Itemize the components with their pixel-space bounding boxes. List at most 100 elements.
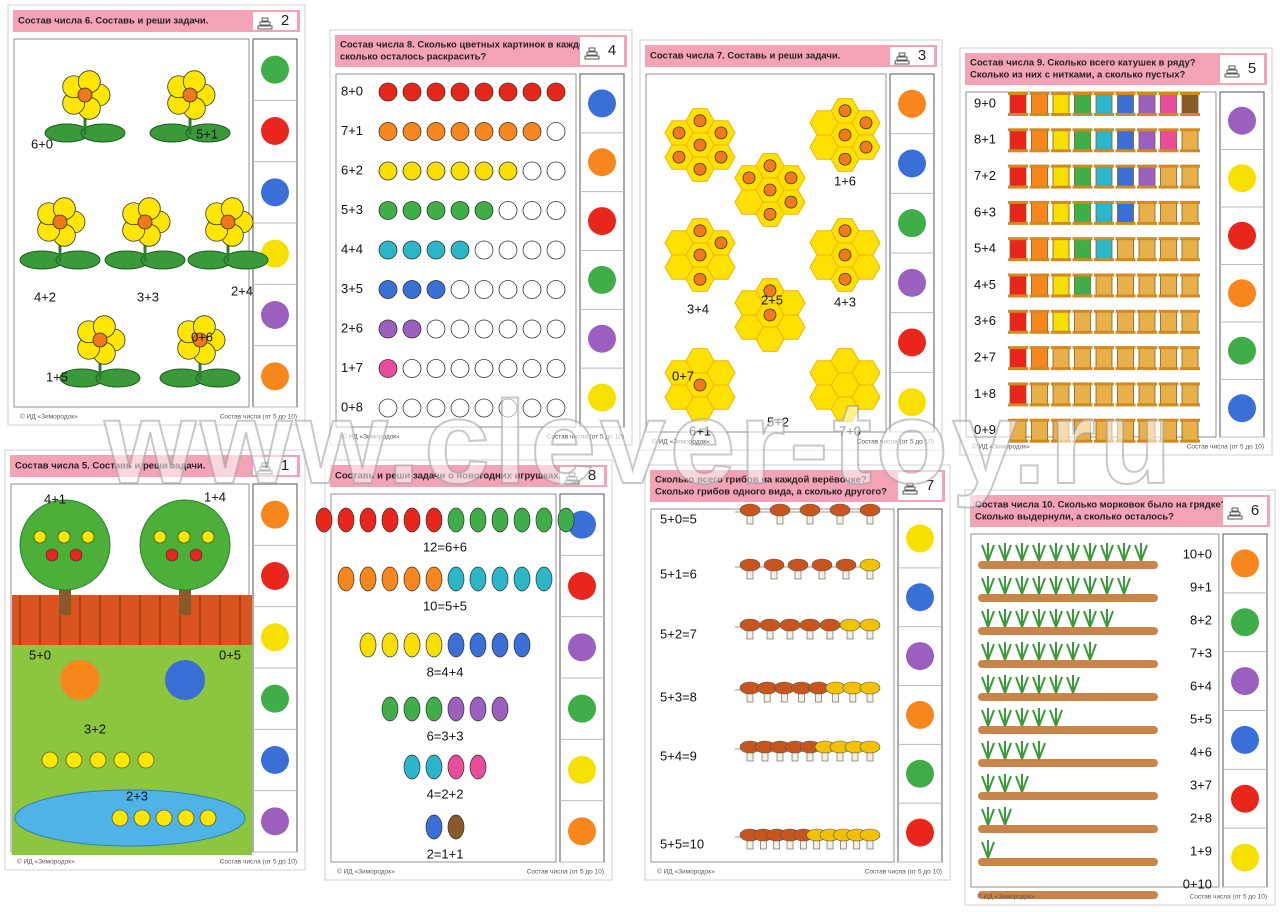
spool-end [1115, 418, 1136, 422]
bee [838, 272, 852, 286]
spool-end [1008, 258, 1028, 262]
ornament [469, 566, 487, 592]
carrot-top [1066, 576, 1080, 595]
spool-end [1072, 258, 1093, 262]
spool-end [1180, 149, 1200, 153]
expression: 3+2 [84, 721, 106, 736]
spool-end [1094, 309, 1114, 313]
expression: 6+3 [974, 204, 996, 219]
bee [838, 152, 852, 166]
expression: 5+5=10 [660, 836, 704, 851]
footer-left: © ИД «Зимородок» [17, 858, 75, 866]
duckling [65, 751, 83, 769]
picture [498, 240, 518, 260]
spool-end [1029, 367, 1050, 371]
card-title: Состав числа 5. Составь и реши задачи. [15, 461, 205, 472]
spool-end [1008, 185, 1028, 189]
ornament [425, 566, 443, 592]
expression: 8+0 [341, 83, 363, 98]
spool-end [1051, 309, 1071, 313]
carrot-top [1049, 642, 1063, 661]
expression: 5+5 [1190, 711, 1212, 726]
bee [693, 162, 707, 176]
leaf [195, 368, 241, 388]
picture [522, 319, 542, 339]
spool [1095, 274, 1113, 297]
number-box [560, 467, 604, 485]
pyramid-ring [1229, 511, 1241, 516]
picture [498, 280, 518, 299]
flower-center [220, 214, 236, 230]
mushroom-cap [799, 618, 821, 632]
carrot-top [1083, 642, 1097, 661]
pyramid-ring [261, 17, 269, 22]
spool-end [1115, 382, 1136, 386]
spool-end [1072, 113, 1093, 116]
carrot-top [981, 741, 995, 760]
picture [450, 359, 470, 378]
spool-end [1094, 382, 1114, 386]
carrot-top [998, 774, 1012, 793]
carrot-top [1032, 708, 1046, 727]
ornament [447, 754, 465, 780]
color-circle [1231, 549, 1259, 578]
number-box [890, 47, 934, 65]
carrot-top [1032, 642, 1046, 661]
spool-end [1029, 237, 1050, 241]
spool [1181, 92, 1199, 116]
mushroom-cap [859, 740, 881, 754]
carrot-top [1117, 576, 1131, 595]
spool [1031, 237, 1048, 261]
spool-end [1051, 113, 1071, 116]
carrot-top [981, 774, 995, 793]
color-circle [588, 265, 616, 294]
bee [763, 183, 777, 197]
expression: 0+9 [974, 422, 996, 437]
spool-end [1180, 294, 1200, 298]
color-circle [588, 324, 616, 353]
bee [742, 171, 756, 185]
pyramid-ring [1224, 73, 1240, 78]
spool-end [1072, 273, 1093, 277]
pyramid-ring [566, 476, 578, 481]
footer-right: Состав числа (от 5 до 10) [220, 414, 297, 421]
color-circle [568, 510, 596, 539]
picture [546, 280, 566, 299]
card-header [330, 465, 607, 487]
ornament [469, 696, 487, 722]
expression: 2+3 [126, 788, 148, 803]
flower-center [77, 87, 93, 103]
picture [426, 122, 446, 141]
pond [14, 789, 246, 847]
spool [1138, 165, 1156, 189]
honeycomb-cell [851, 384, 881, 410]
bee [693, 378, 707, 392]
spool-end [1072, 382, 1093, 386]
card-number: 7 [926, 477, 934, 494]
spool-end [1008, 418, 1028, 422]
ornament [513, 632, 531, 658]
spool [1117, 237, 1134, 261]
mushroom-cap [859, 828, 881, 842]
carrot-top [981, 675, 995, 694]
picture [474, 201, 494, 220]
number-box [1220, 55, 1264, 83]
spool-end [1115, 128, 1136, 132]
spool [1181, 382, 1199, 406]
spool-end [1072, 128, 1093, 132]
honeycomb-cell [809, 384, 839, 410]
bee [763, 207, 777, 221]
ornament [359, 632, 377, 658]
mushroom-cap [859, 618, 881, 632]
footer-right: Состав числа (от 5 до 10) [857, 439, 934, 446]
spool-end [1029, 294, 1050, 298]
spool-end [1137, 92, 1157, 95]
spool-end [1051, 128, 1071, 132]
picture [498, 82, 518, 102]
card-header [650, 470, 945, 502]
ornament [491, 507, 509, 533]
spool-end [1180, 113, 1200, 116]
spool-end [1051, 258, 1071, 262]
mushroom-cap [763, 558, 785, 572]
spool-end [1115, 403, 1136, 407]
